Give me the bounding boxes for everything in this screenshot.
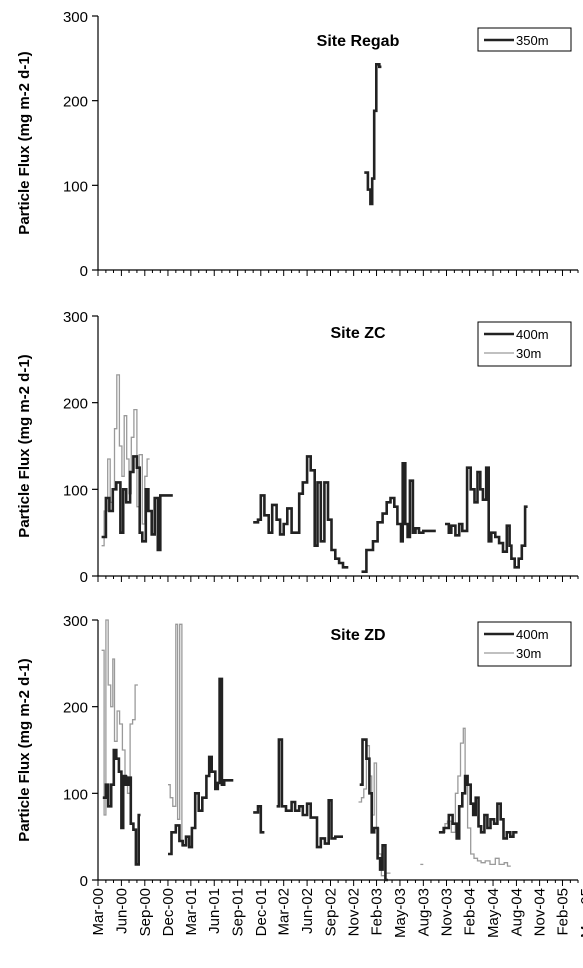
x-tick-label: Feb-04 — [462, 888, 479, 936]
series-30m-line — [101, 374, 150, 547]
x-tick-label: Jun-02 — [299, 888, 316, 934]
x-tick-label: Mar-02 — [276, 888, 293, 936]
legend-label: 30m — [516, 346, 541, 361]
x-tick-label: Feb-03 — [369, 888, 386, 936]
series-400m-line — [361, 461, 436, 574]
series-400m-line — [438, 774, 518, 840]
x-tick-label: Aug-03 — [415, 888, 432, 936]
series-400m-line — [276, 738, 343, 849]
x-tick-label: Aug-04 — [508, 888, 525, 936]
y-tick-label: 100 — [63, 786, 88, 803]
y-tick-label: 100 — [63, 482, 88, 499]
legend-label: 30m — [516, 646, 541, 661]
y-tick-label: 200 — [63, 700, 88, 717]
y-tick-label: 300 — [63, 309, 88, 326]
x-tick-label: Nov-02 — [346, 888, 363, 936]
series-400m-line — [102, 748, 141, 866]
series-400m-line — [253, 804, 265, 834]
x-tick-label: Jun-00 — [113, 888, 130, 934]
y-axis-label: Particle Flux (mg m-2 d-1) — [16, 658, 33, 841]
x-tick-label: May-05 — [578, 888, 583, 938]
x-tick-label: Nov-03 — [438, 888, 455, 936]
y-tick-label: 0 — [80, 263, 88, 280]
y-tick-label: 200 — [63, 396, 88, 413]
x-tick-label: Nov-04 — [532, 888, 549, 936]
x-tick-label: Sep-00 — [137, 888, 154, 936]
legend-box — [477, 321, 572, 367]
x-tick-label: Sep-02 — [322, 888, 339, 936]
y-tick-label: 300 — [63, 9, 88, 26]
series-30m-line — [442, 727, 511, 867]
x-tick-label: Jun-01 — [206, 888, 223, 934]
x-tick-label: Feb-05 — [554, 888, 571, 936]
legend-box — [477, 621, 572, 667]
y-axis-label: Particle Flux (mg m-2 d-1) — [16, 51, 33, 234]
legend-label: 400m — [516, 627, 549, 642]
legend-label: 350m — [516, 33, 549, 48]
series-30m-line — [101, 619, 138, 816]
site-title: Site ZC — [330, 325, 386, 342]
x-tick-label: May-03 — [392, 888, 409, 938]
site-title: Site ZD — [330, 627, 385, 644]
y-tick-label: 100 — [63, 178, 88, 195]
series-400m-line — [101, 455, 173, 552]
series-400m-line — [445, 466, 528, 569]
series-400m-line — [253, 455, 349, 569]
y-axis-label: Particle Flux (mg m-2 d-1) — [16, 354, 33, 537]
x-tick-label: May-04 — [485, 888, 502, 938]
series-30m-line — [168, 623, 185, 846]
y-tick-label: 0 — [80, 569, 88, 586]
legend-label: 400m — [516, 327, 549, 342]
site-title: Site Regab — [317, 33, 400, 50]
legend-box — [477, 27, 572, 52]
x-tick-label: Mar-01 — [183, 888, 200, 936]
y-tick-label: 0 — [80, 873, 88, 890]
y-tick-label: 200 — [63, 94, 88, 111]
x-tick-label: Dec-00 — [160, 888, 177, 936]
x-tick-label: Mar-00 — [90, 888, 107, 936]
x-tick-label: Dec-01 — [253, 888, 270, 936]
y-tick-label: 300 — [63, 613, 88, 630]
series-350m-line — [364, 63, 382, 206]
series-400m-line — [168, 677, 234, 856]
x-tick-label: Sep-01 — [230, 888, 247, 936]
series-400m-line — [359, 738, 388, 882]
